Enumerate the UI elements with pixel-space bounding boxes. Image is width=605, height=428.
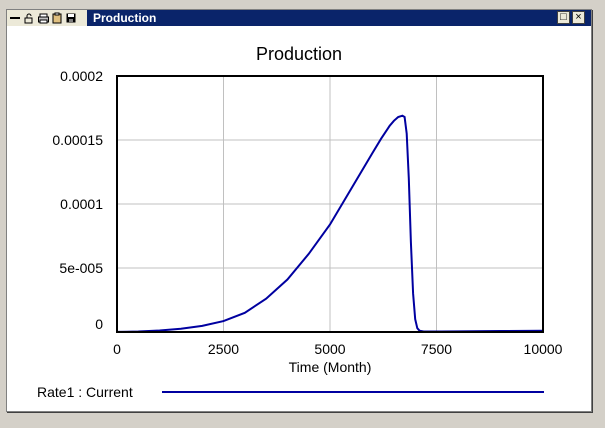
x-tick-label: 2500 [208,341,239,357]
x-axis: 0 2500 5000 7500 10000 [113,341,563,357]
x-axis-label: Time (Month) [289,359,372,375]
y-tick-label: 0 [95,316,103,332]
window-toolbar [7,10,87,26]
y-axis: 0 5e-005 0.0001 0.00015 0.0002 [52,68,103,332]
grid [117,76,543,332]
title-bar: Production □ × [7,10,591,26]
copy-icon[interactable] [51,12,64,24]
close-button[interactable]: × [572,11,585,24]
chart-plot: 0 5e-005 0.0001 0.00015 0.0002 0 2500 5000 7500… [52,68,563,375]
lock-icon[interactable] [23,12,36,24]
restore-button[interactable]: □ [557,11,570,24]
legend-label: Rate1 : Current [37,384,133,400]
y-tick-label: 5e-005 [59,260,103,276]
x-tick-label: 0 [113,341,121,357]
legend-line [162,391,544,393]
plot-frame [116,75,544,333]
print-icon[interactable] [37,12,50,24]
x-tick-label: 5000 [314,341,345,357]
y-tick-label: 0.00015 [52,132,103,148]
minimize-bar-icon[interactable] [9,12,22,24]
x-tick-label: 10000 [524,341,563,357]
y-tick-label: 0.0002 [60,68,103,84]
chart-title: Production [255,44,343,64]
x-tick-label: 7500 [421,341,452,357]
save-icon[interactable] [65,12,78,24]
window-title: Production [93,11,157,25]
graph-window: Production □ × Production 0 5e-005 0.0001 0… [6,9,592,412]
y-tick-label: 0.0001 [60,196,103,212]
